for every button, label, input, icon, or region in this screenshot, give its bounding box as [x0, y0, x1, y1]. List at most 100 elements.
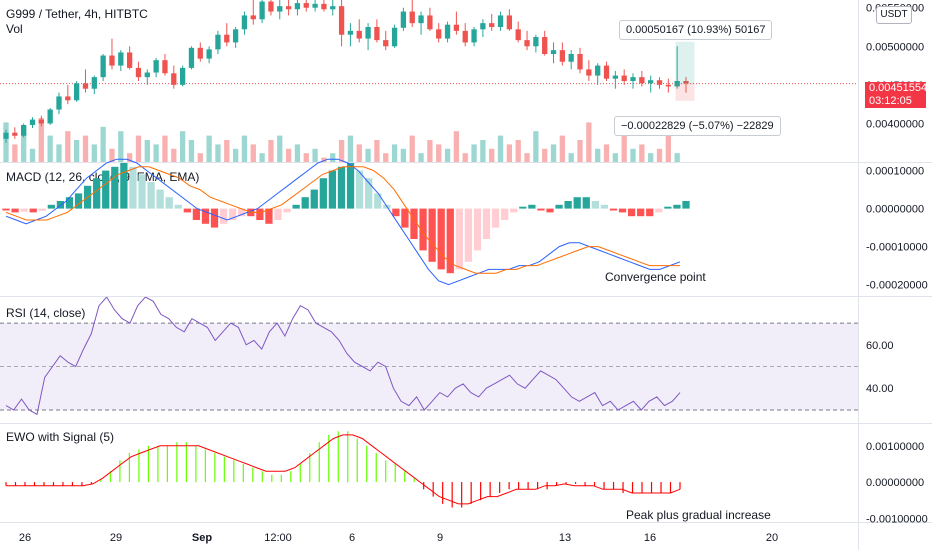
bar-countdown: 03:12:05	[869, 95, 912, 107]
macd-tick-label: 0.00000000	[866, 204, 924, 216]
macd-histogram-bar	[56, 201, 65, 209]
candle	[74, 83, 80, 101]
macd-histogram-bar	[491, 208, 500, 228]
currency-badge[interactable]: USDT	[876, 6, 912, 24]
candle	[612, 75, 618, 79]
volume-bar	[365, 148, 371, 162]
volume-bar	[100, 126, 106, 162]
candle	[12, 132, 18, 136]
candle	[427, 15, 433, 30]
macd-histogram-bar	[609, 208, 618, 211]
macd-histogram-bar	[591, 201, 599, 209]
macd-histogram-bar	[618, 208, 627, 213]
candle	[665, 84, 671, 87]
rsi-line	[5, 297, 681, 416]
volume-bar	[471, 144, 477, 162]
candle	[162, 60, 168, 74]
candle	[259, 1, 265, 20]
macd-histogram-bar	[301, 197, 309, 209]
candle	[444, 24, 451, 39]
volume-bar	[74, 140, 80, 162]
volume-bar	[383, 153, 389, 162]
macd-histogram-bar	[519, 206, 527, 209]
volume-bar	[321, 157, 327, 162]
candle	[365, 27, 371, 39]
candle	[250, 15, 256, 20]
candle	[480, 23, 486, 30]
candle	[232, 29, 239, 43]
time-tick-label: 12:00	[264, 532, 292, 544]
candle	[374, 27, 380, 41]
ewo-title: EWO with Signal (5)	[6, 430, 114, 444]
volume-bar	[91, 144, 97, 162]
macd-tick-label: -0.00020000	[866, 280, 928, 292]
volume-bar	[330, 153, 336, 162]
candle	[577, 54, 583, 70]
volume-bar	[162, 135, 168, 162]
macd-annotation: Convergence point	[605, 270, 706, 284]
macd-histogram-bar	[355, 170, 364, 209]
macd-tick-label: -0.00010000	[866, 242, 928, 254]
macd-histogram-bar	[283, 208, 291, 213]
volume-bar	[656, 148, 663, 162]
volume-bar	[109, 148, 115, 162]
time-tick-label: 29	[110, 532, 122, 544]
macd-histogram-bar	[201, 208, 210, 224]
macd-histogram-bar	[29, 208, 37, 213]
volume-bar	[603, 144, 610, 162]
macd-histogram-bar	[528, 204, 536, 209]
macd-histogram-bar	[337, 166, 346, 209]
candle	[656, 80, 663, 85]
volume-bar	[524, 153, 530, 162]
macd-histogram-bar	[374, 193, 382, 209]
candle	[639, 77, 645, 84]
volume-bar	[391, 144, 398, 162]
macd-histogram-bar	[310, 189, 318, 209]
candle	[56, 96, 62, 110]
candle	[418, 15, 424, 24]
macd-histogram-bar	[510, 208, 518, 213]
volume-bar	[259, 153, 265, 162]
candle	[595, 65, 601, 76]
candle	[356, 30, 362, 39]
volume-bar	[648, 153, 654, 162]
volume-bar	[577, 140, 583, 162]
measure-up-label: 0.00050167 (10.93%) 50167	[619, 20, 773, 40]
volume-bar	[612, 153, 618, 162]
volume-bar	[12, 144, 18, 162]
candle	[533, 37, 539, 47]
macd-histogram-bar	[346, 163, 355, 209]
macd-histogram-bar	[555, 204, 563, 209]
macd-histogram-bar	[401, 208, 409, 228]
candle	[126, 52, 133, 68]
macd-histogram-bar	[129, 166, 137, 209]
volume-bar	[118, 131, 124, 162]
macd-histogram-bar	[11, 208, 19, 213]
volume-label: Vol	[6, 22, 23, 36]
candle	[506, 15, 513, 30]
volume-bar	[665, 122, 671, 162]
volume-bar	[542, 148, 548, 162]
price-tick-label: 0.00400000	[866, 118, 924, 130]
macd-histogram-bar	[229, 208, 237, 220]
volume-bar	[56, 144, 62, 162]
candle	[82, 83, 89, 89]
candle	[3, 132, 9, 139]
volume-bar	[153, 144, 159, 162]
candle	[206, 49, 212, 59]
candle	[453, 24, 460, 31]
rsi-title: RSI (14, close)	[6, 306, 85, 320]
candle	[347, 30, 354, 35]
macd-histogram-bar	[156, 189, 164, 209]
volume-bar	[47, 135, 53, 162]
macd-histogram-bar	[138, 174, 146, 209]
volume-bar	[427, 140, 433, 162]
candle	[489, 23, 495, 27]
candle	[118, 52, 124, 66]
volume-bar	[374, 140, 380, 162]
volume-bar	[38, 118, 44, 162]
volume-bar	[436, 144, 442, 162]
volume-bar	[586, 122, 592, 162]
volume-bar	[171, 148, 177, 162]
